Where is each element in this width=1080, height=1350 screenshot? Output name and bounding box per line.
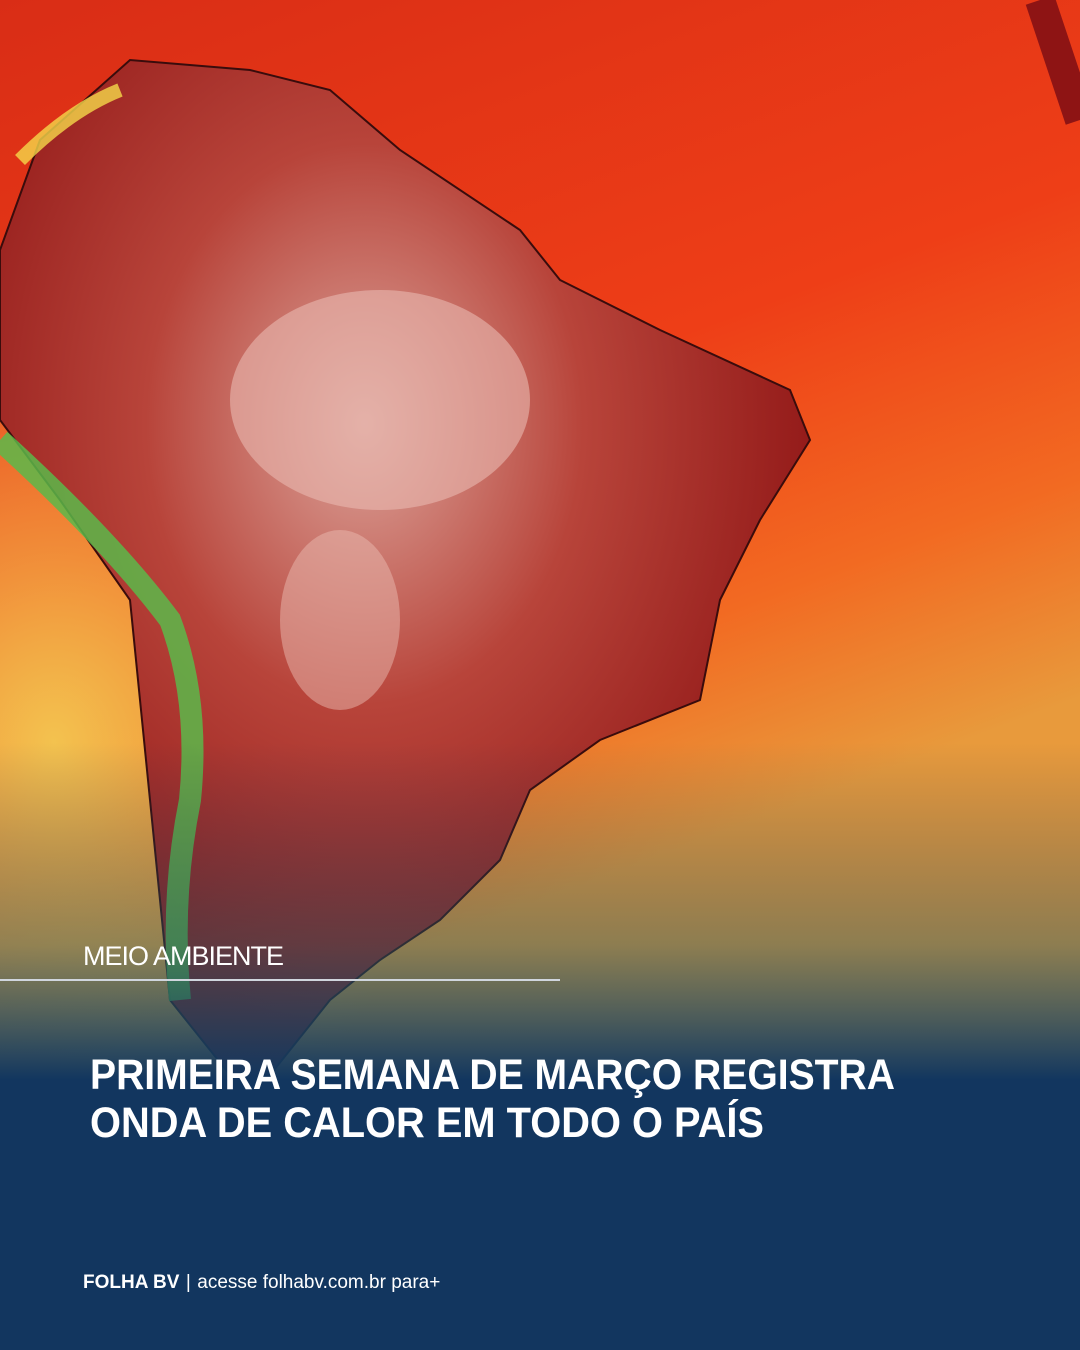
headline-line: PRIMEIRA SEMANA DE MARÇO REGISTRA	[90, 1051, 895, 1099]
link-text[interactable]: acesse folhabv.com.br para+	[197, 1272, 440, 1293]
separator: |	[186, 1272, 191, 1293]
footer: FOLHA BV | acesse folhabv.com.br para+	[83, 1272, 440, 1293]
category: MEIO AMBIENTE	[83, 941, 283, 971]
brand: FOLHA BV	[83, 1272, 180, 1293]
headline-line: ONDA DE CALOR EM TODO O PAÍS	[90, 1099, 764, 1147]
